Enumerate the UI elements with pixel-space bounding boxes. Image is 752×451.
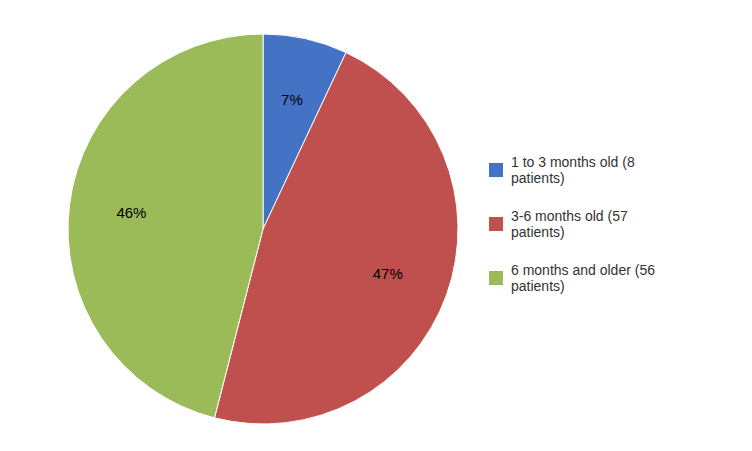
svg-text:47%: 47% [373,265,403,282]
html-text:1 to 3 months old (8 patients): 1 to 3 months old (8 patients) [511,154,635,186]
html-text:6 months and older (56 patient: 6 months and older (56 patients) [511,262,655,294]
svg-text:7%: 7% [281,91,303,108]
html-text:3-6 months old (57 patients): 3-6 months old (57 patients) [511,208,628,240]
svg-text:46%: 46% [116,204,146,221]
